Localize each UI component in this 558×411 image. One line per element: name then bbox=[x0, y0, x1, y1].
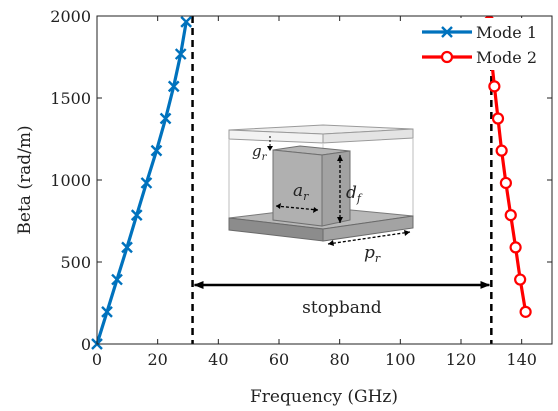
legend-box bbox=[420, 18, 550, 70]
y-tick-label: 500 bbox=[60, 253, 91, 272]
x-tick-label: 140 bbox=[506, 350, 537, 369]
data-point bbox=[499, 176, 512, 190]
y-tick-label: 0 bbox=[81, 335, 91, 354]
data-point bbox=[519, 305, 532, 318]
inset-pillar-side bbox=[321, 150, 351, 227]
data-point bbox=[167, 80, 180, 93]
data-point bbox=[491, 112, 505, 125]
data-point bbox=[140, 177, 153, 189]
stopband-label: stopband bbox=[302, 298, 382, 318]
data-point bbox=[504, 208, 517, 222]
x-tick-label: 0 bbox=[92, 350, 102, 369]
data-point bbox=[509, 241, 522, 254]
data-point bbox=[150, 144, 163, 157]
data-point bbox=[130, 209, 143, 221]
legend-label: Mode 1 bbox=[476, 23, 537, 42]
period-label: pr bbox=[364, 243, 381, 265]
series-line bbox=[487, 21, 528, 313]
inset-base-side bbox=[322, 215, 414, 242]
legend-item: Mode 2 bbox=[422, 48, 537, 67]
y-axis-label: Beta (rad/m) bbox=[15, 125, 35, 234]
y-tick-label: 2000 bbox=[50, 7, 91, 26]
data-point bbox=[488, 80, 501, 93]
data-point bbox=[180, 16, 193, 28]
legend-label: Mode 2 bbox=[476, 48, 537, 67]
y-tick-label: 1000 bbox=[50, 171, 91, 190]
unit-cell-inset: gr ar df pr bbox=[228, 124, 414, 265]
data-point bbox=[495, 144, 508, 157]
x-tick-label: 100 bbox=[385, 350, 416, 369]
legend-item: Mode 1 bbox=[422, 23, 537, 42]
x-tick-label: 120 bbox=[446, 350, 477, 369]
x-tick-label: 60 bbox=[269, 350, 289, 369]
gap-label: gr bbox=[252, 142, 268, 163]
legend-marker bbox=[440, 50, 454, 64]
data-point bbox=[111, 273, 123, 286]
x-axis-label: Frequency (GHz) bbox=[250, 387, 398, 407]
height-label: df bbox=[346, 183, 363, 205]
x-tick-label: 40 bbox=[208, 350, 228, 369]
data-point bbox=[101, 306, 113, 318]
legend-marker bbox=[441, 26, 453, 38]
width-dimension-arrow bbox=[275, 205, 319, 211]
data-point bbox=[514, 273, 527, 286]
data-point bbox=[121, 241, 133, 254]
data-point bbox=[174, 48, 187, 60]
width-label: ar bbox=[293, 181, 309, 203]
y-tick-label: 1500 bbox=[50, 89, 91, 108]
data-point bbox=[159, 112, 172, 125]
period-dimension-arrow bbox=[327, 231, 411, 245]
x-tick-label: 20 bbox=[147, 350, 167, 369]
axes: 0 20 40 60 80 100 120 140 0 500 1000 1500 2000 bbox=[50, 7, 553, 369]
legend: Mode 1 Mode 2 bbox=[420, 18, 550, 70]
x-tick-label: 80 bbox=[329, 350, 349, 369]
series-1 bbox=[91, 16, 193, 350]
